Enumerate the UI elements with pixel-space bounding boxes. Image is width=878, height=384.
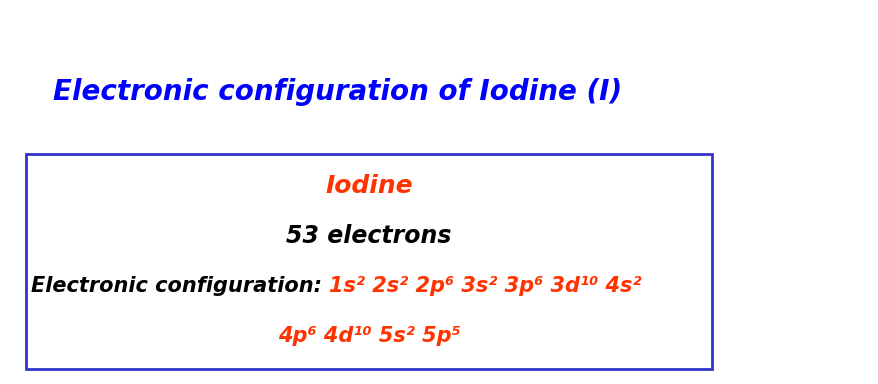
Text: Electronic configuration of Iodine (I): Electronic configuration of Iodine (I)	[53, 78, 621, 106]
FancyBboxPatch shape	[26, 154, 711, 369]
Text: 4p⁶ 4d¹⁰ 5s² 5p⁵: 4p⁶ 4d¹⁰ 5s² 5p⁵	[277, 326, 460, 346]
Text: Electronic configuration:: Electronic configuration:	[31, 276, 328, 296]
Text: 1s² 2s² 2p⁶ 3s² 3p⁶ 3d¹⁰ 4s²: 1s² 2s² 2p⁶ 3s² 3p⁶ 3d¹⁰ 4s²	[328, 276, 641, 296]
Text: Iodine: Iodine	[325, 174, 413, 198]
Text: 53 electrons: 53 electrons	[286, 224, 451, 248]
